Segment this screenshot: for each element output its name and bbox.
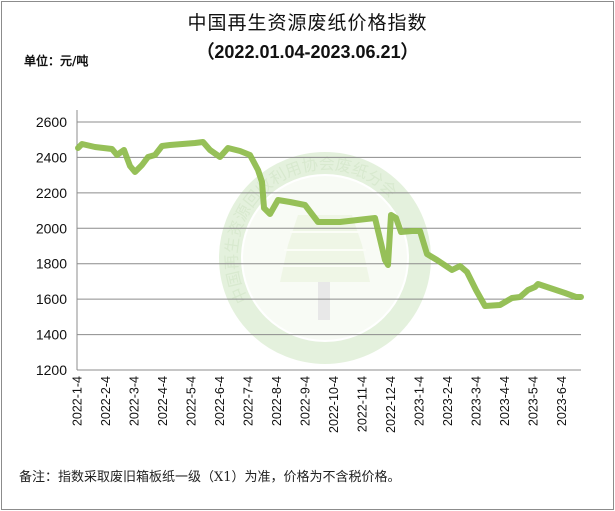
x-tick-label: 2022-4-4 — [156, 376, 170, 426]
x-tick-label: 2023-5-4 — [527, 376, 541, 426]
x-tick-label: 2022-2-4 — [99, 376, 113, 426]
y-tick-label: 2200 — [36, 185, 67, 201]
y-tick-label: 1200 — [36, 362, 67, 378]
x-tick-label: 2023-3-4 — [470, 376, 484, 426]
x-tick-label: 2022-11-4 — [356, 376, 370, 432]
y-tick-label: 1400 — [36, 327, 67, 343]
y-tick-label: 1800 — [36, 256, 67, 272]
unit-label: 单位：元/吨 — [24, 54, 89, 68]
x-tick-label: 2023-1-4 — [413, 376, 427, 426]
y-tick-label: 2600 — [36, 114, 67, 130]
x-tick-label: 2022-9-4 — [299, 376, 313, 426]
x-tick-label: 2023-4-4 — [498, 376, 512, 426]
x-tick-label: 2023-6-4 — [555, 376, 569, 426]
x-tick-label: 2023-2-4 — [441, 376, 455, 426]
chart-title: 中国再生资源废纸价格指数 — [187, 12, 428, 34]
y-tick-label: 1600 — [36, 291, 67, 307]
x-tick-label: 2022-12-4 — [384, 376, 398, 433]
x-tick-label: 2022-1-4 — [71, 376, 85, 426]
x-tick-label: 2022-10-4 — [327, 376, 341, 433]
x-tick-label: 2022-6-4 — [213, 376, 227, 426]
x-tick-label: 2022-3-4 — [128, 376, 142, 426]
chart-subtitle: （2022.01.04-2023.06.21） — [196, 42, 419, 62]
y-tick-label: 2400 — [36, 149, 67, 165]
gridlines — [77, 121, 581, 371]
footnote: 备注：指数采取废旧箱板纸一级（X1）为准，价格为不含税价格。 — [19, 470, 401, 485]
y-tick-label: 2000 — [36, 220, 67, 236]
y-axis-ticks: 2600 2400 2200 2000 1800 1600 1400 1200 — [36, 114, 67, 378]
price-index-line — [75, 139, 584, 309]
x-tick-label: 2022-7-4 — [242, 376, 256, 426]
x-tick-label: 2022-8-4 — [270, 376, 284, 426]
x-tick-label: 2022-5-4 — [185, 376, 199, 426]
x-axis-ticks: 2022-1-4 2022-2-4 2022-3-4 2022-4-4 2022-5-4… — [71, 376, 570, 433]
